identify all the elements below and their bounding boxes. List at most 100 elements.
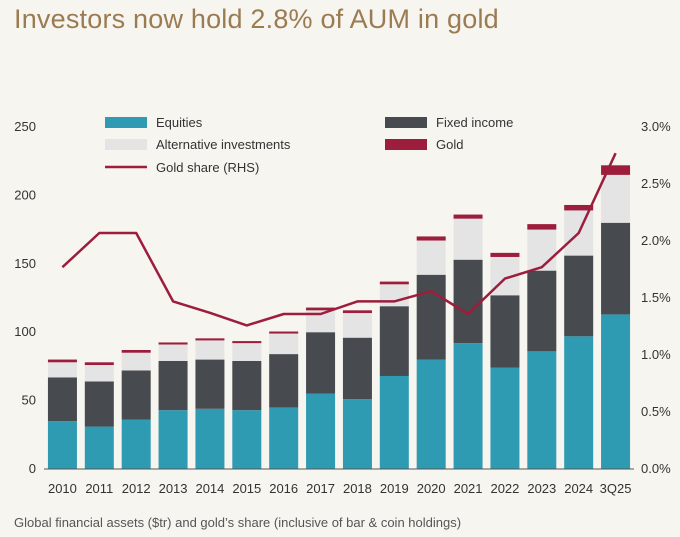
right-axis: 0.0% 0.5% 1.0% 1.5% 2.0% 2.5% 3.0% xyxy=(641,119,671,476)
bar-segment-alternative-investments xyxy=(195,340,225,360)
chart-title: Investors now hold 2.8% of AUM in gold xyxy=(14,4,499,34)
right-tick-label: 3.0% xyxy=(641,119,671,134)
bar-segment-fixed-income xyxy=(416,274,446,360)
x-tick-label: 2023 xyxy=(527,481,556,496)
x-tick-label: 2022 xyxy=(490,481,519,496)
chart-footnote: Global financial assets ($tr) and gold’s… xyxy=(14,515,462,530)
x-axis: 2010 2011 2012 2013 2014 2015 2016 2017 2018 2019… xyxy=(48,481,631,496)
gold-share-line xyxy=(61,152,617,327)
bar-segment-gold xyxy=(84,362,114,366)
bar-segment-gold xyxy=(601,165,631,175)
bar-segment-equities xyxy=(416,359,446,469)
bar-segment-equities xyxy=(601,314,631,469)
x-tick-label: 2015 xyxy=(232,481,261,496)
bar-segment-gold xyxy=(490,252,520,257)
left-tick-label: 100 xyxy=(14,324,36,339)
bar-segment-alternative-investments xyxy=(269,333,299,355)
legend-swatch-alternative-investments xyxy=(105,139,147,150)
legend-swatch-gold xyxy=(385,139,427,150)
bar-segment-gold xyxy=(306,307,336,311)
right-tick-label: 1.5% xyxy=(641,290,671,305)
bar-segment-equities xyxy=(306,393,336,469)
bar-segment-equities xyxy=(84,426,114,469)
x-tick-label: 2013 xyxy=(159,481,188,496)
bar-segment-gold xyxy=(527,224,557,230)
bar-segment-fixed-income xyxy=(601,222,631,315)
right-tick-label: 0.0% xyxy=(641,461,671,476)
left-tick-label: 250 xyxy=(14,119,36,134)
bar-segment-fixed-income xyxy=(121,370,151,420)
right-tick-label: 0.5% xyxy=(641,404,671,419)
right-tick-label: 2.5% xyxy=(641,176,671,191)
bar-segment-alternative-investments xyxy=(342,313,372,338)
bar-segment-gold xyxy=(379,281,409,285)
bar-segment-equities xyxy=(195,408,225,469)
bar-segment-gold xyxy=(47,359,77,363)
bar-segment-equities xyxy=(232,410,262,469)
x-tick-label: 2014 xyxy=(195,481,224,496)
x-tick-label: 2019 xyxy=(380,481,409,496)
bar-segment-equities xyxy=(269,407,299,469)
bar-segment-equities xyxy=(564,336,594,469)
bar-segment-equities xyxy=(490,367,520,469)
legend-label-equities: Equities xyxy=(156,115,203,130)
bar-segment-fixed-income xyxy=(158,360,188,411)
bar-segment-alternative-investments xyxy=(453,218,483,260)
bar-segment-equities xyxy=(453,343,483,469)
left-tick-label: 50 xyxy=(22,393,36,408)
bar-segment-alternative-investments xyxy=(232,343,262,361)
bar-segment-fixed-income xyxy=(306,332,336,394)
legend-swatch-fixed-income xyxy=(385,117,427,128)
bar-segment-gold xyxy=(453,214,483,219)
left-tick-label: 200 xyxy=(14,187,36,202)
legend-label-alternative-investments: Alternative investments xyxy=(156,137,291,152)
x-tick-label: 2020 xyxy=(417,481,446,496)
bar-segment-fixed-income xyxy=(47,377,77,422)
bar-segment-gold xyxy=(342,310,372,314)
bar-segment-fixed-income xyxy=(453,259,483,344)
legend-label-fixed-income: Fixed income xyxy=(436,115,513,130)
legend-label-gold: Gold xyxy=(436,137,463,152)
bar-segment-fixed-income xyxy=(490,295,520,368)
bar-segment-fixed-income xyxy=(527,270,557,352)
bar-segment-alternative-investments xyxy=(379,284,409,307)
chart-canvas: 0 50 100 150 200 250 0.0% 0.5% 1.0% 1.5% 2.0% 2.5%… xyxy=(14,115,671,496)
bar-segment-gold xyxy=(158,342,188,345)
x-tick-label: 2016 xyxy=(269,481,298,496)
bar-segment-alternative-investments xyxy=(306,310,336,333)
x-tick-label: 2012 xyxy=(122,481,151,496)
bar-segment-equities xyxy=(379,375,409,469)
bar-segment-gold xyxy=(232,341,262,344)
bar-segment-gold xyxy=(269,331,299,334)
bar-segment-equities xyxy=(158,410,188,469)
bar-segment-equities xyxy=(527,351,557,469)
bar-segment-fixed-income xyxy=(84,381,114,427)
x-tick-label: 3Q25 xyxy=(600,481,632,496)
bar-segment-fixed-income xyxy=(379,306,409,376)
right-tick-label: 1.0% xyxy=(641,347,671,362)
bar-segment-alternative-investments xyxy=(47,362,77,378)
bar-segment-alternative-investments xyxy=(527,229,557,271)
bar-segment-fixed-income xyxy=(269,354,299,408)
left-tick-label: 0 xyxy=(29,461,36,476)
legend: Equities Fixed income Alternative invest… xyxy=(105,115,513,175)
bar-segment-alternative-investments xyxy=(121,352,151,371)
x-tick-label: 2011 xyxy=(85,481,113,496)
legend-swatch-equities xyxy=(105,117,147,128)
bar-segment-gold xyxy=(416,236,446,241)
bar-segment-gold xyxy=(564,204,594,211)
bar-segment-fixed-income xyxy=(564,255,594,337)
bar-segment-alternative-investments xyxy=(158,344,188,361)
bar-segment-fixed-income xyxy=(342,337,372,400)
x-tick-label: 2017 xyxy=(306,481,335,496)
x-tick-label: 2024 xyxy=(564,481,593,496)
bar-segment-alternative-investments xyxy=(416,240,446,275)
right-tick-label: 2.0% xyxy=(641,233,671,248)
bar-segment-fixed-income xyxy=(195,359,225,409)
bar-segment-equities xyxy=(342,399,372,469)
bar-segment-alternative-investments xyxy=(601,174,631,223)
x-tick-label: 2018 xyxy=(343,481,372,496)
bar-segment-equities xyxy=(47,421,77,469)
bar-segment-alternative-investments xyxy=(84,365,114,382)
bar-segment-gold xyxy=(195,338,225,341)
